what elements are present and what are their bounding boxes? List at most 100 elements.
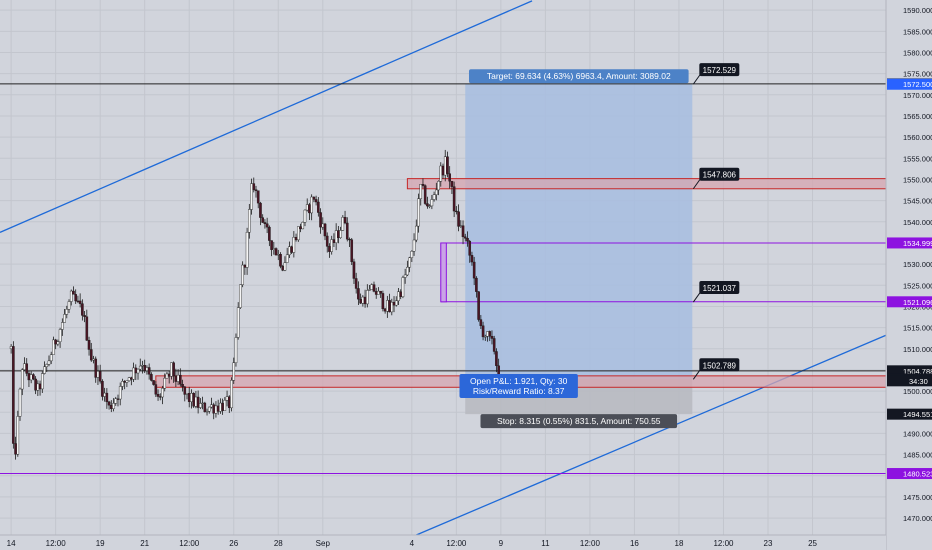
candle-body	[410, 251, 414, 258]
trend-lines[interactable]	[0, 0, 887, 536]
price-tick-label: 1565.000	[903, 112, 932, 121]
price-tick-label: 1500.000	[903, 387, 932, 396]
time-tick-label: 25	[808, 539, 817, 548]
candle-body	[18, 388, 22, 417]
candle-body	[52, 339, 55, 355]
candle-body	[352, 261, 356, 279]
candle-body	[414, 225, 418, 241]
candle-body	[477, 291, 480, 320]
candle-body	[372, 284, 376, 292]
candle-body	[96, 371, 100, 378]
target-zone[interactable]	[465, 84, 693, 379]
time-tick-label: 11	[541, 539, 550, 548]
candle-body	[187, 392, 191, 402]
candle-body	[230, 380, 233, 409]
candle-body	[261, 217, 264, 223]
candle-body	[488, 331, 492, 337]
pnl-label-text: Risk/Reward Ratio: 8.37	[473, 386, 565, 396]
candle-body	[392, 301, 396, 306]
candle-body	[214, 405, 218, 414]
long-position-tool[interactable]	[465, 84, 693, 415]
candle-body	[89, 349, 93, 361]
candle-body	[361, 296, 365, 304]
candle-body	[85, 316, 89, 341]
candle-body	[312, 196, 316, 200]
price-axis-badge-text: 1504.788	[903, 367, 932, 376]
candle-body	[92, 358, 95, 361]
price-axis-badge[interactable]	[887, 237, 932, 249]
price-axis-badge-text: 1480.523	[903, 470, 932, 479]
candle-body	[343, 216, 347, 224]
candle-body	[241, 264, 244, 285]
candle-body	[463, 236, 467, 239]
candle-body	[143, 365, 146, 371]
candle-body	[292, 237, 296, 253]
candle-body	[285, 254, 289, 263]
candle-body	[281, 266, 285, 271]
candle-body	[98, 371, 102, 382]
candle-body	[348, 238, 351, 241]
time-axis[interactable]: 14 12:00 19 21 12:00 26 28 Sep 4 12:00 9 11 12:00 16 1…	[7, 539, 818, 548]
candle-body	[150, 374, 153, 381]
candle-body	[265, 223, 269, 228]
candle-body	[455, 210, 458, 213]
candle-body	[43, 366, 46, 374]
candle-body	[303, 209, 307, 223]
candle-body	[210, 404, 213, 408]
candle-body	[67, 301, 71, 310]
zone-rectangle[interactable]	[406, 178, 887, 190]
time-tick-label: 9	[499, 539, 504, 548]
stop-label: Stop: 8.315 (0.55%) 831.5, Amount: 750.5…	[480, 414, 678, 429]
candle-body	[256, 190, 260, 204]
callout-box	[699, 167, 740, 181]
candle-body	[252, 183, 256, 190]
candle-body	[138, 365, 142, 370]
candle-body	[299, 226, 302, 230]
price-axis-badge[interactable]	[887, 408, 932, 420]
candle-body	[468, 240, 472, 256]
candle-body	[167, 373, 171, 377]
price-axis[interactable]: 1470.0001475.0001480.0001485.0001490.000…	[887, 6, 932, 523]
candle-body	[14, 443, 17, 455]
price-axis-badge[interactable]	[887, 78, 932, 90]
candle-body	[330, 239, 333, 252]
candle-body	[103, 392, 106, 397]
candle-body	[12, 346, 15, 444]
candle-body	[270, 240, 273, 250]
candle-body	[61, 322, 64, 330]
price-axis-badge[interactable]	[887, 365, 932, 377]
candle-body	[179, 374, 182, 385]
trend-line[interactable]	[0, 0, 533, 233]
candle-body	[325, 235, 329, 247]
candle-body	[294, 237, 298, 241]
trend-line[interactable]	[416, 334, 887, 536]
price-tick-label: 1525.000	[903, 281, 932, 290]
candle-body	[274, 248, 278, 256]
price-axis-badge[interactable]	[887, 468, 932, 480]
price-axis-badge[interactable]	[887, 296, 932, 308]
candle-body	[81, 303, 84, 316]
candle-body	[127, 377, 131, 381]
target-label-bg	[468, 69, 689, 84]
price-tick-label: 1490.000	[903, 429, 932, 438]
price-axis-panel[interactable]	[886, 0, 932, 550]
candle-body	[23, 363, 26, 370]
candle-body	[492, 338, 496, 352]
range-box-marker[interactable]	[440, 242, 447, 303]
price-tick-label: 1575.000	[903, 70, 932, 79]
callout-text: 1572.529	[703, 66, 737, 75]
candle-body	[185, 392, 189, 395]
candle-body	[297, 226, 300, 241]
candle-body	[65, 309, 69, 315]
candle-body	[72, 290, 75, 295]
time-axis-panel[interactable]	[0, 535, 886, 550]
candle-body	[495, 351, 498, 366]
candle-body	[225, 396, 229, 401]
candle-body	[430, 199, 434, 207]
candle-body	[263, 222, 267, 224]
candle-body	[87, 340, 91, 350]
candle-body	[76, 300, 80, 302]
candle-body	[130, 377, 133, 380]
